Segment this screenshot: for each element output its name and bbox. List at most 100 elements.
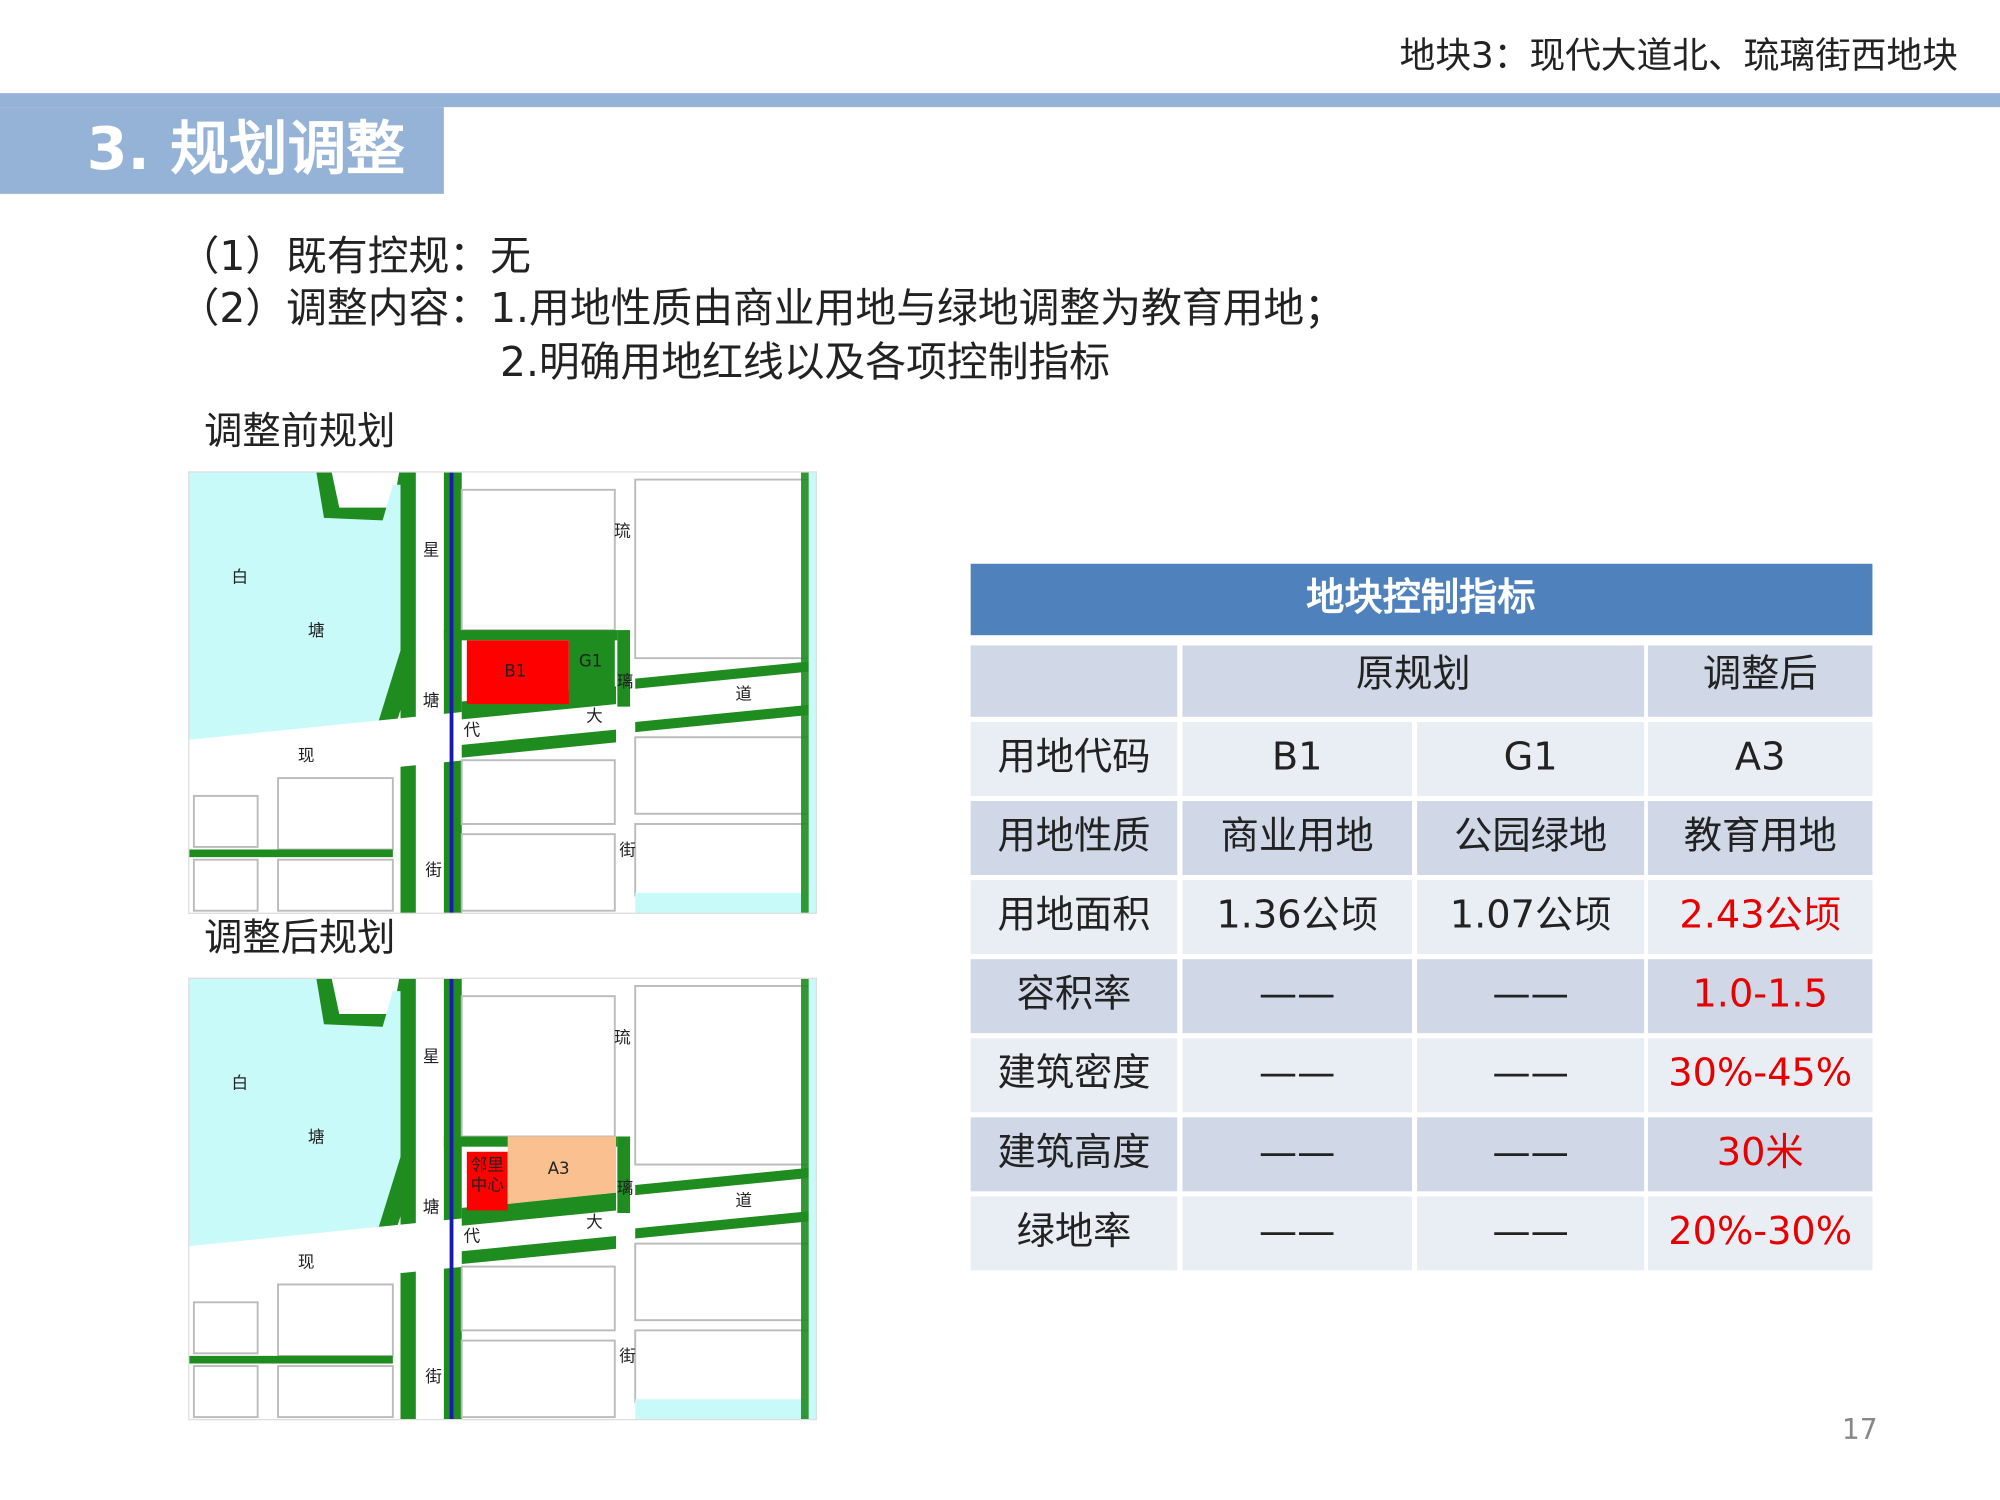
- cell-text: 1.07公顷: [1450, 893, 1612, 938]
- cell-text: 用地代码: [997, 734, 1150, 779]
- map-text: 道: [735, 1191, 752, 1210]
- header-text: 原规划: [1356, 652, 1471, 697]
- cell-text: 30%-45%: [1668, 1051, 1852, 1096]
- map-text: 璃: [617, 1178, 634, 1197]
- cell-text: ——: [1492, 1130, 1569, 1175]
- map-text: 琉: [614, 1028, 631, 1047]
- header-cell: [970, 645, 1178, 717]
- map-text: 大: [586, 706, 603, 725]
- cell-text: 建筑高度: [997, 1130, 1150, 1175]
- table-cell: [1182, 880, 1412, 955]
- header-text: 调整后: [1703, 652, 1818, 697]
- cell-text: ——: [1492, 1051, 1569, 1096]
- map-text: 街: [425, 1367, 442, 1386]
- cell-text: 30米: [1717, 1130, 1804, 1175]
- map-label: 调整后规划: [204, 916, 395, 961]
- cell-text: 公园绿地: [1454, 814, 1607, 859]
- table-cell: [970, 721, 1178, 796]
- map-text: 大: [586, 1213, 603, 1232]
- table-cell: [1417, 721, 1645, 796]
- section-tab: [0, 107, 444, 194]
- table-cell: [1182, 801, 1412, 875]
- map-text: 白: [231, 567, 248, 586]
- map-text: 街: [619, 1347, 636, 1366]
- cell-text: ——: [1259, 1209, 1335, 1254]
- cell-text: 20%-30%: [1668, 1209, 1852, 1254]
- map-text: 街: [425, 861, 442, 880]
- table-cell: [970, 1117, 1178, 1192]
- cell-text: A3: [1735, 734, 1786, 779]
- page-number: 17: [1842, 1413, 1878, 1446]
- section-title: 3. 规划调整: [87, 115, 405, 183]
- table-cell: [1417, 880, 1645, 955]
- map-text: A3: [548, 1159, 570, 1178]
- map-text: B1: [504, 662, 526, 681]
- cell-text: ——: [1492, 1209, 1569, 1254]
- table-cell: [1417, 959, 1645, 1034]
- map-text: G1: [579, 651, 602, 670]
- cell-text: ——: [1259, 972, 1335, 1017]
- map-text: 现: [298, 1252, 315, 1271]
- map-text: 塘: [308, 1127, 325, 1146]
- table-cell: [1417, 1117, 1645, 1192]
- cell-text: 1.0-1.5: [1692, 972, 1827, 1017]
- map-text: 中心: [471, 1176, 504, 1195]
- map-text: 星: [423, 541, 440, 560]
- table-cell: [1647, 880, 1873, 955]
- content-line: （2）调整内容：1.用地性质由商业用地与绿地调整为教育用地；: [179, 284, 1345, 332]
- cell-text: B1: [1272, 734, 1323, 779]
- cell-text: 用地面积: [997, 893, 1150, 938]
- map-text: 塘: [423, 1197, 440, 1216]
- map-text: 琉: [614, 521, 631, 540]
- cell-text: 2.43公顷: [1679, 893, 1841, 938]
- table-cell: [970, 1038, 1178, 1113]
- map-before: 白塘 星塘街 琉璃街 现 代 大 道 B1 G1: [186, 470, 819, 916]
- cell-text: 建筑密度: [997, 1051, 1150, 1096]
- table-cell: [1417, 1196, 1645, 1271]
- map-text: 塘: [308, 621, 325, 640]
- table-cell: [970, 801, 1178, 875]
- table-cell: [1647, 1038, 1873, 1113]
- table-cell: [1182, 1038, 1412, 1113]
- cell-text: G1: [1504, 734, 1558, 779]
- header-cell: [1182, 645, 1645, 717]
- header-title: 地块3：现代大道北、琉璃街西地块: [1400, 35, 1958, 76]
- map-text: 街: [619, 840, 636, 859]
- map-text: 现: [298, 746, 315, 765]
- map-text: 代: [464, 720, 481, 739]
- cell-text: 教育用地: [1684, 814, 1837, 859]
- map-label: 调整前规划: [204, 409, 395, 454]
- cell-text: ——: [1259, 1051, 1335, 1096]
- table-title-bar: [970, 563, 1873, 636]
- table-cell: [1647, 1117, 1873, 1192]
- map-text: 星: [423, 1047, 440, 1066]
- table-cell: [1182, 1196, 1412, 1271]
- header-cell: [1647, 645, 1873, 717]
- map-text: 白: [231, 1074, 248, 1093]
- content-line: 2.明确用地红线以及各项控制指标: [500, 338, 1110, 386]
- map-text: 塘: [423, 691, 440, 710]
- cell-text: 用地性质: [997, 814, 1150, 859]
- map-text: 璃: [617, 672, 634, 691]
- table-cell: [970, 959, 1178, 1034]
- table-cell: [1182, 959, 1412, 1034]
- cell-text: 商业用地: [1221, 814, 1374, 859]
- table-cell: [1182, 721, 1412, 796]
- table-cell: [1417, 801, 1645, 875]
- table-cell: [1647, 721, 1873, 796]
- table-cell: [1417, 1038, 1645, 1113]
- cell-text: 绿地率: [1017, 1209, 1132, 1254]
- map-text: 代: [464, 1227, 481, 1246]
- table-cell: [970, 880, 1178, 955]
- table-cell: [1647, 801, 1873, 875]
- table-cell: [970, 1196, 1178, 1271]
- map-text: 道: [735, 685, 752, 704]
- content-line: （1）既有控规：无: [179, 232, 531, 280]
- cell-text: ——: [1492, 972, 1569, 1017]
- cell-text: 1.36公顷: [1216, 893, 1378, 938]
- header-bar: [0, 93, 2000, 108]
- table-cell: [1647, 1196, 1873, 1271]
- cell-text: 容积率: [1017, 972, 1132, 1017]
